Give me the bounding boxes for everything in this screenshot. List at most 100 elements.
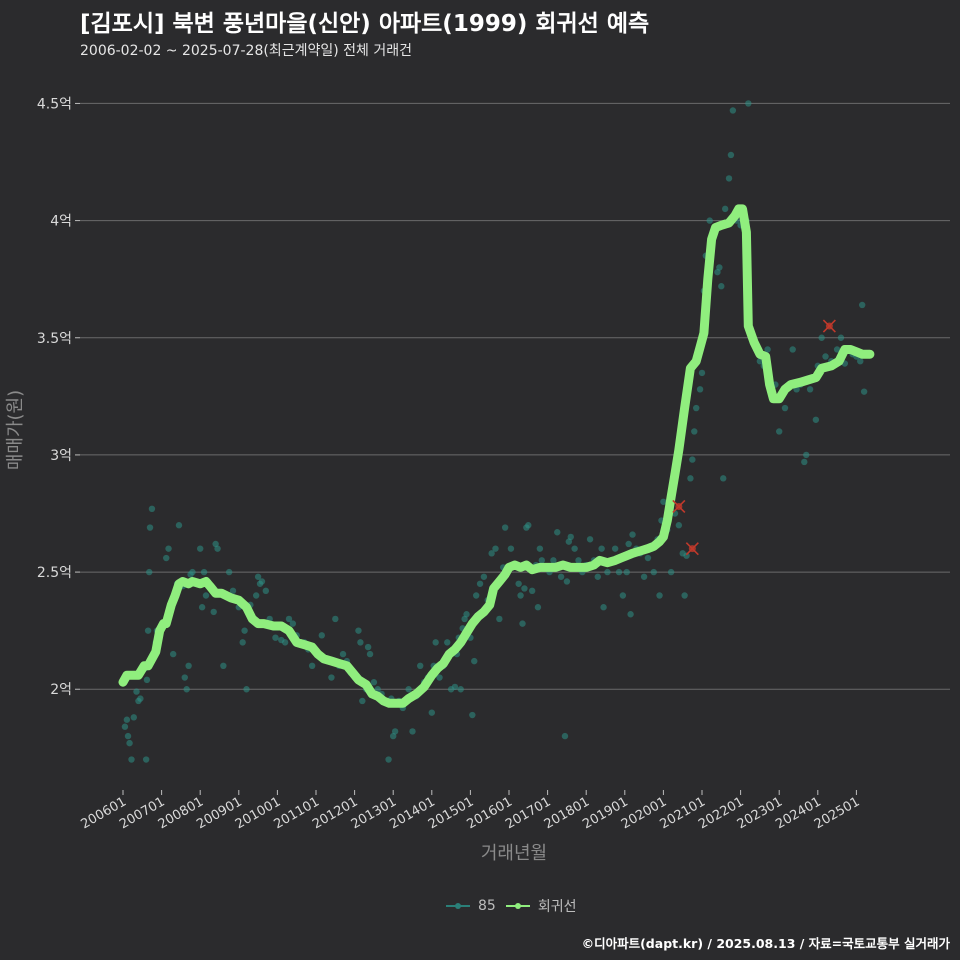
data-point: [619, 592, 627, 599]
data-point: [144, 627, 152, 634]
data-point: [727, 151, 735, 159]
data-point: [515, 580, 522, 587]
data-point: [689, 456, 696, 463]
data-point: [698, 369, 706, 377]
data-point: [364, 643, 372, 651]
y-axis-title: 매매가(원): [5, 390, 26, 470]
data-point: [725, 175, 733, 182]
data-point: [281, 639, 289, 646]
highlight-marker: [822, 319, 836, 333]
data-point: [517, 592, 524, 599]
data-point: [629, 531, 636, 538]
data-point: [683, 552, 690, 559]
data-point: [272, 634, 279, 641]
data-point: [202, 592, 210, 599]
regression-line: [118, 204, 875, 708]
data-point: [175, 522, 183, 529]
data-point: [451, 683, 459, 691]
x-axis-ticks: [122, 790, 857, 795]
data-point: [476, 580, 484, 587]
data-point: [318, 632, 325, 639]
data-point: [644, 554, 652, 562]
data-point: [128, 756, 135, 763]
data-point: [860, 388, 868, 395]
data-point: [716, 264, 723, 271]
legend-label-regression: 회귀선: [537, 899, 577, 915]
data-point: [143, 676, 151, 684]
legend-item-regression: 회귀선: [505, 896, 577, 916]
data-point: [837, 334, 845, 341]
data-point: [525, 522, 532, 529]
data-point: [806, 386, 814, 393]
data-point: [696, 386, 704, 393]
data-point: [781, 404, 789, 412]
data-point: [720, 475, 727, 482]
data-point: [492, 545, 499, 552]
x-axis-title: 거래년월: [481, 843, 547, 864]
data-point: [706, 217, 713, 224]
data-point: [130, 714, 138, 721]
data-point: [496, 615, 503, 623]
data-point: [693, 404, 700, 412]
data-point: [436, 674, 443, 681]
data-point: [681, 592, 688, 599]
source-caption: ©디아파트(dapt.kr) / 2025.08.13 / 자료=국토교통부 실…: [581, 936, 950, 951]
data-point: [627, 611, 634, 618]
data-point: [594, 573, 601, 580]
y-tick-label: 2.5억: [37, 565, 72, 581]
data-point: [239, 639, 246, 646]
data-point: [764, 346, 771, 353]
data-point: [121, 723, 129, 730]
data-point: [258, 578, 266, 585]
data-point: [123, 716, 131, 723]
data-point: [789, 346, 796, 353]
data-point: [469, 711, 476, 719]
data-point: [385, 756, 392, 763]
data-point: [857, 357, 864, 365]
legend-label-85: 85: [478, 898, 496, 914]
data-point: [133, 688, 140, 695]
legend-item-85: 85: [446, 898, 496, 914]
data-point: [200, 568, 208, 576]
highlight-cross-b: [672, 499, 686, 514]
data-point: [600, 604, 607, 611]
data-point: [183, 686, 190, 693]
data-point: [858, 301, 866, 309]
data-point: [660, 498, 667, 505]
y-tick-label: 3억: [50, 448, 72, 464]
data-point: [308, 662, 316, 670]
data-point: [691, 428, 698, 435]
scatter-points: [121, 100, 872, 763]
data-point: [417, 662, 424, 670]
data-point: [534, 604, 542, 611]
chart-title: [김포시] 북변 풍년마을(신안) 아파트(1999) 회귀선 예측: [80, 11, 650, 37]
data-point: [126, 739, 133, 747]
legend-key-85: [446, 900, 470, 912]
data-point: [615, 568, 623, 576]
data-point: [189, 568, 196, 576]
data-point: [463, 611, 470, 618]
data-point: [656, 592, 663, 599]
data-point: [148, 505, 156, 513]
data-point: [254, 573, 262, 580]
legend-key-regression: [505, 900, 530, 912]
highlight-cross-b: [685, 542, 699, 556]
data-point: [432, 639, 439, 646]
data-point: [214, 545, 221, 552]
data-point: [220, 662, 227, 670]
y-tick-label: 3.5억: [37, 331, 72, 347]
data-point: [675, 522, 683, 529]
data-point: [822, 353, 829, 360]
data-point: [146, 568, 153, 576]
highlight-cross-b: [822, 319, 836, 333]
data-point: [197, 545, 204, 552]
data-point: [519, 620, 526, 627]
data-point: [428, 709, 435, 716]
data-point: [262, 587, 270, 595]
data-point: [729, 107, 737, 114]
data-point: [457, 686, 464, 693]
data-point: [812, 416, 820, 423]
data-point: [571, 545, 578, 552]
data-point: [471, 657, 478, 665]
